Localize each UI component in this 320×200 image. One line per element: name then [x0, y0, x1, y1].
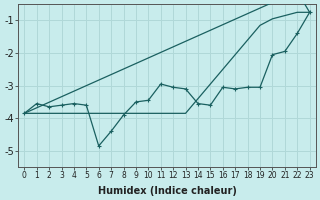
X-axis label: Humidex (Indice chaleur): Humidex (Indice chaleur) [98, 186, 236, 196]
